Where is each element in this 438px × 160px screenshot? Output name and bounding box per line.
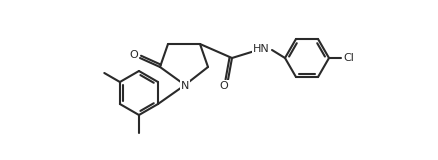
Text: HN: HN	[252, 44, 269, 54]
Text: N: N	[180, 81, 189, 91]
Text: O: O	[219, 81, 228, 91]
Text: Cl: Cl	[343, 53, 353, 63]
Text: O: O	[129, 50, 138, 60]
